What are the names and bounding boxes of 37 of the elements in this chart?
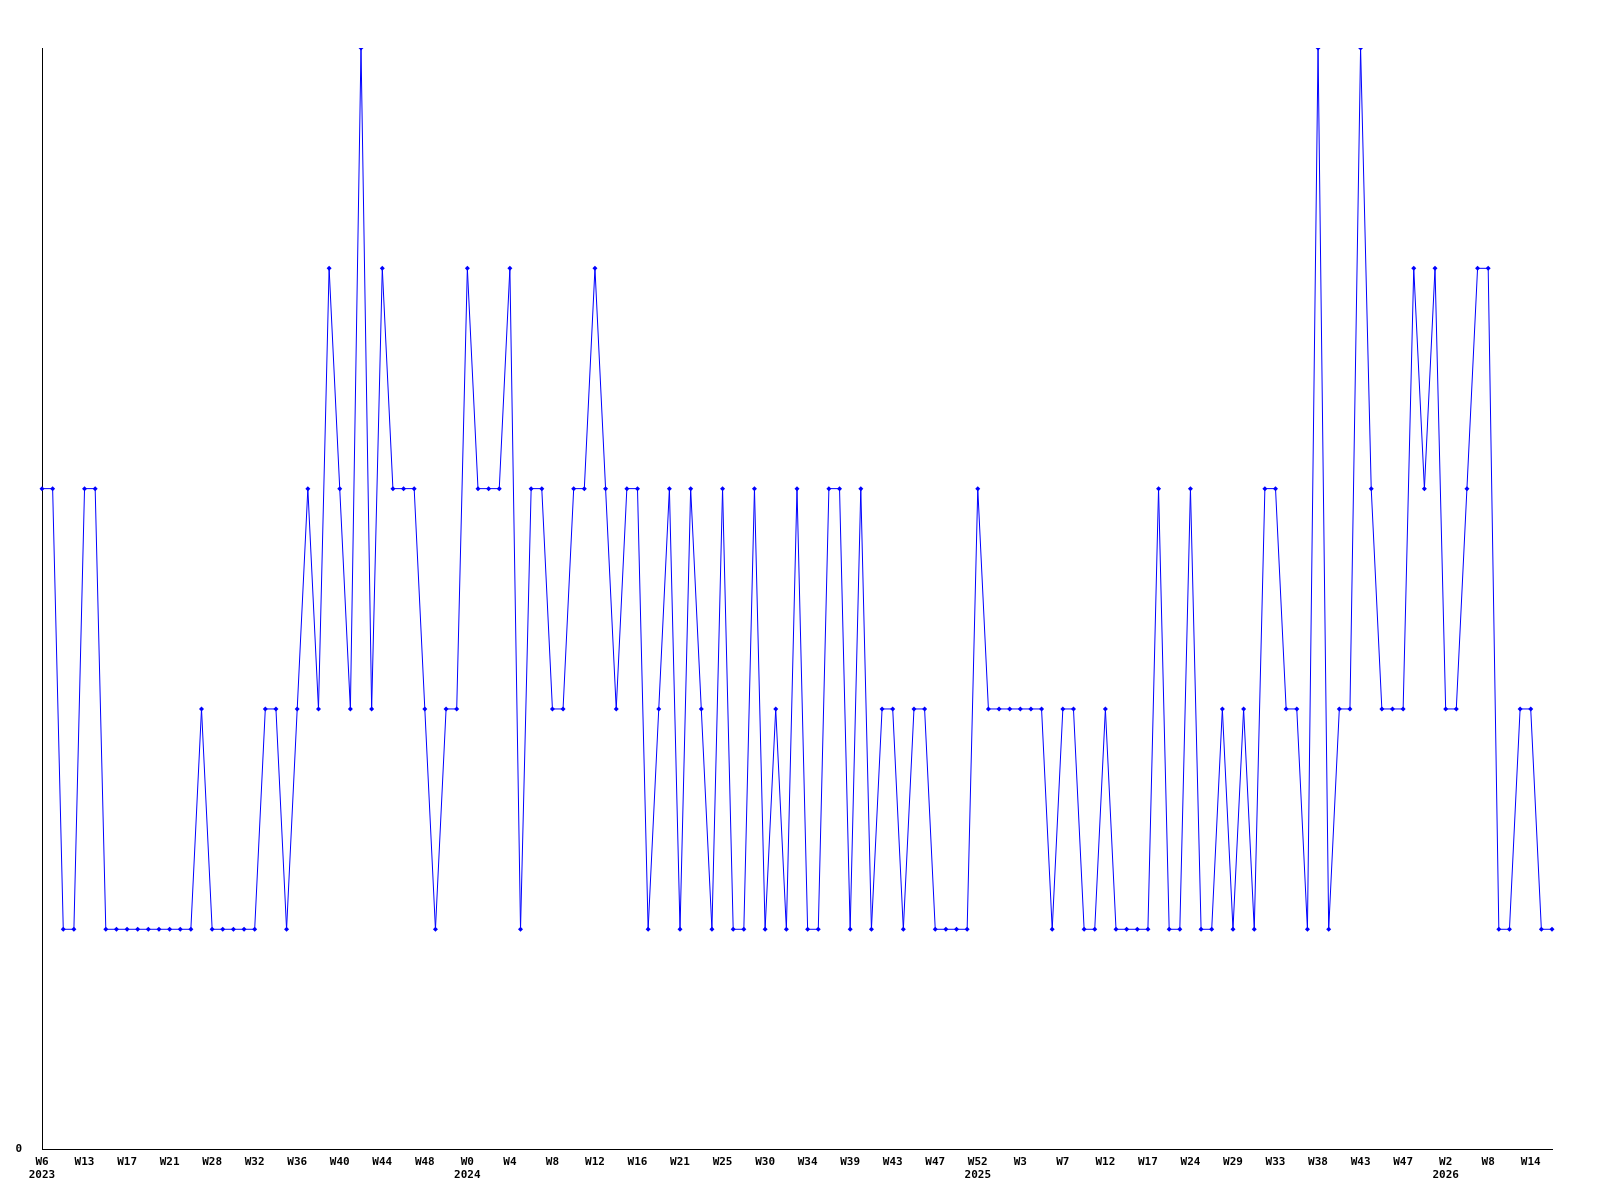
x-tick-label: W43 (1350, 1155, 1371, 1169)
x-tick-label: W38 (1308, 1155, 1328, 1169)
x-tick-label: W52 2025 (964, 1155, 992, 1182)
x-tick-label: W0 2024 (454, 1155, 481, 1182)
x-tick-label: W17 (117, 1155, 138, 1169)
x-tick-label: W48 (414, 1155, 435, 1169)
x-tick-label: W40 (329, 1155, 350, 1169)
x-tick-label: W8 (1481, 1155, 1495, 1169)
x-tick-label: W6 2023 (28, 1155, 56, 1182)
x-tick-label: W21 (670, 1155, 691, 1169)
x-tick-label: W7 (1056, 1155, 1070, 1169)
x-tick-label: W12 (585, 1155, 605, 1169)
x-tick-label: W2 2026 (1432, 1155, 1460, 1182)
x-tick-label: W39 (840, 1155, 861, 1169)
x-tick-label: W47 (925, 1155, 946, 1169)
x-tick-label: W34 (797, 1155, 818, 1169)
x-tick-label: W16 (627, 1155, 648, 1169)
x-tick-label: W47 (1393, 1155, 1414, 1169)
x-tick-label: W13 (74, 1155, 95, 1169)
x-tick-label: W30 (755, 1155, 776, 1169)
x-tick-label: W12 (1095, 1155, 1116, 1169)
x-tick-label: W32 (244, 1155, 265, 1169)
x-tick-label: W4 (503, 1155, 517, 1169)
x-tick-label: W3 (1013, 1155, 1027, 1169)
text: 0 (15, 1142, 22, 1156)
x-tick-label: W28 (202, 1155, 223, 1169)
x-tick-label: W33 (1265, 1155, 1286, 1169)
x-tick-label: W29 (1223, 1155, 1243, 1169)
x-tick-label: W24 (1180, 1155, 1201, 1169)
x-tick-label: W8 (545, 1155, 560, 1169)
x-tick-label: W43 (882, 1155, 903, 1169)
x-tick-label: W25 (712, 1155, 733, 1169)
x-tick-label: W36 (287, 1155, 308, 1169)
x-tick-label: W21 (159, 1155, 180, 1169)
x-tick-label: W44 (372, 1155, 393, 1169)
x-tick-label: W14 (1520, 1155, 1542, 1169)
x-tick-label: W17 (1137, 1155, 1158, 1169)
